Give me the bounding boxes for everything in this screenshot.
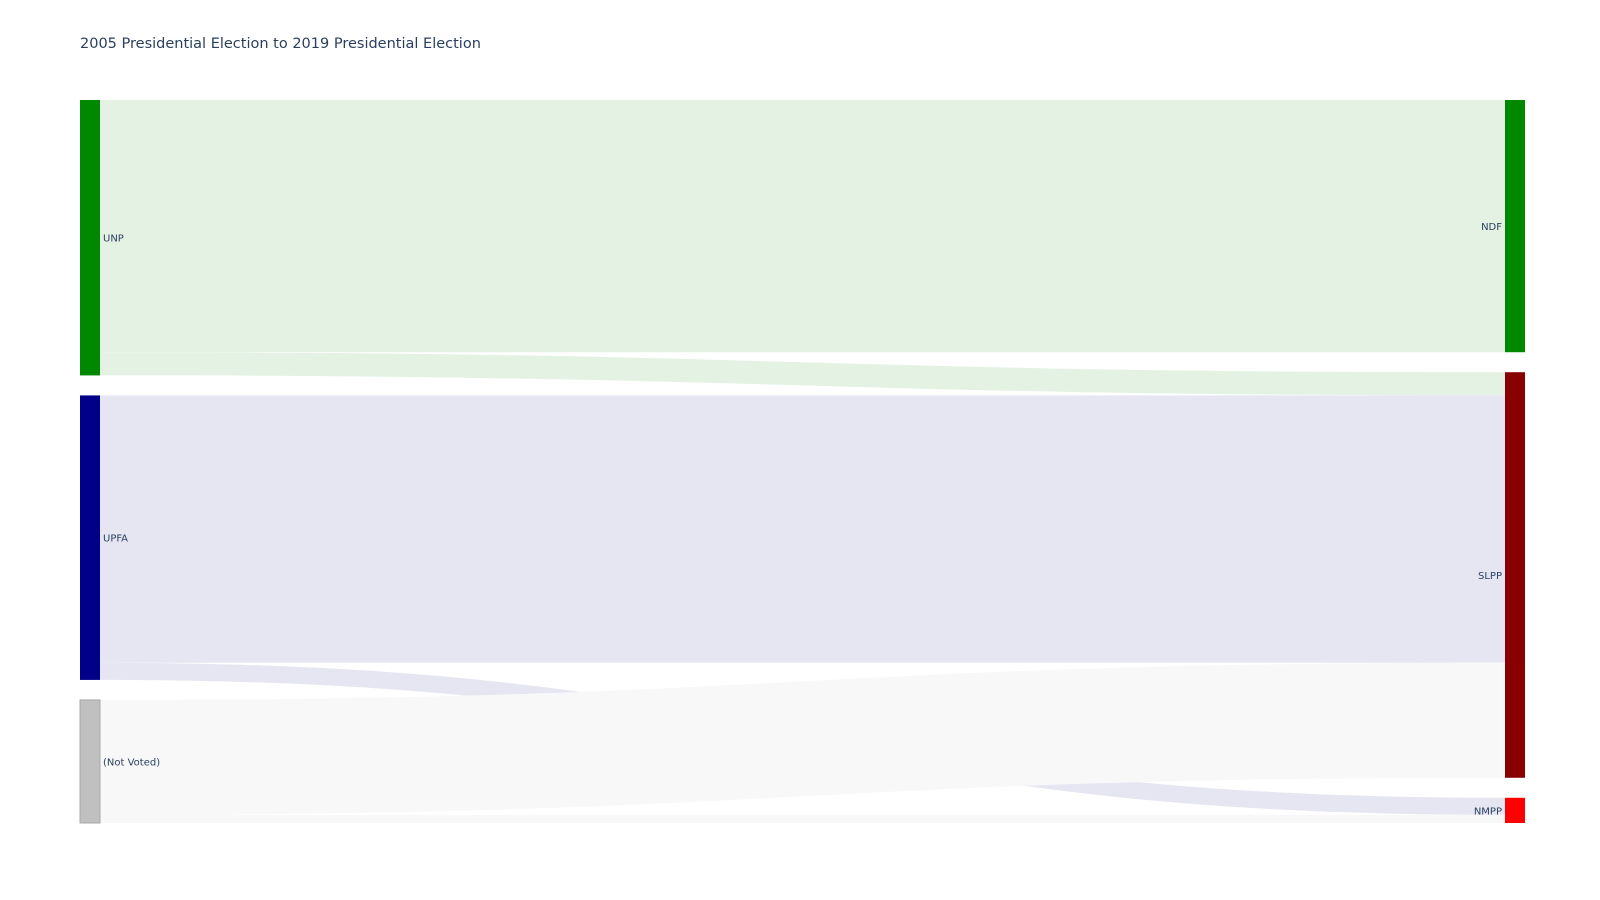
link-upfa-to-slpp[interactable] [100,395,1505,663]
node-label-unp: UNP [103,234,124,245]
node-unp[interactable] [80,100,100,376]
node-ndf[interactable] [1505,100,1525,353]
node-upfa[interactable] [80,395,100,680]
node-not-voted[interactable] [79,699,101,824]
node-label-nmpp: NMPP [1474,806,1502,817]
labels-layer: UNP UPFA (Not Voted) NDF SLPP NMPP [103,222,1502,817]
node-label-ndf: NDF [1481,222,1502,233]
node-nmpp[interactable] [1505,797,1525,823]
chart-title: 2005 Presidential Election to 2019 Presi… [80,36,481,52]
node-slpp[interactable] [1505,372,1525,778]
links-layer [100,100,1505,823]
node-label-not-voted: (Not Voted) [103,757,160,768]
node-label-upfa: UPFA [103,534,128,545]
link-unp-to-slpp[interactable] [100,352,1505,396]
link-not-voted-to-slpp[interactable] [100,662,1505,815]
link-not-voted-to-nmpp[interactable] [100,814,1505,823]
link-unp-to-ndf[interactable] [100,100,1505,353]
node-label-slpp: SLPP [1478,571,1502,582]
nodes-layer [79,100,1525,824]
